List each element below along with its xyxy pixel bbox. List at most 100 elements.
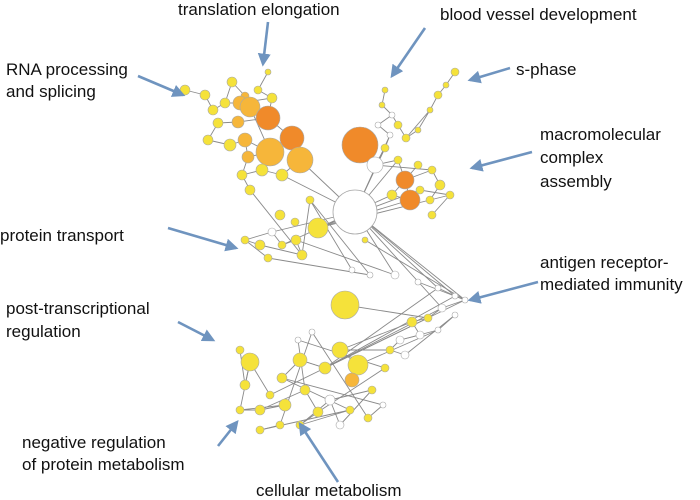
network-node [275,420,285,430]
network-node [401,133,411,143]
network-node [223,138,237,152]
network-node [380,143,390,153]
network-edge [324,307,443,369]
network-node [434,326,442,334]
network-node [274,209,286,221]
network-edge [281,377,384,406]
callout-arrow [390,27,427,79]
network-node [277,240,287,250]
network-node [239,96,261,118]
callout-arrows [137,21,539,483]
network-edge [301,199,311,256]
network-node [363,413,373,423]
network-node [330,290,360,320]
network-edge [357,329,439,366]
network-node [254,404,266,416]
network-edge [259,244,303,256]
network-node [385,345,395,355]
network-node [266,92,278,104]
network-node [264,68,272,76]
network-node [445,190,455,200]
network-node [395,170,415,190]
network-node [226,76,238,88]
network-node [415,330,425,340]
label-macromolecular-line2: complex [540,148,604,167]
network-edge [364,239,466,301]
label-blood-vessel-development: blood vessel development [440,5,637,24]
network-node [395,335,405,345]
callout-arrow [467,280,539,304]
label-antigen-line2: mediated immunity [540,275,683,294]
label-post-transcriptional-line2: regulation [6,322,81,341]
network-node [379,401,387,409]
network-node [378,101,386,109]
network-node [255,137,285,167]
network-edge [419,189,451,196]
callout-labels: translation elongation blood vessel deve… [0,0,683,500]
label-antigen-line1: antigen receptor- [540,253,669,272]
network-node [240,235,250,245]
network-node [348,266,356,274]
network-node [244,184,256,196]
network-node [212,117,224,129]
network-node [318,361,332,375]
callout-arrow [167,226,239,252]
network-edge [339,321,413,351]
network-node [237,132,253,148]
network-edge [329,389,373,401]
network-edge [239,349,246,386]
network-node [202,134,214,146]
network-node [324,394,336,406]
network-node [347,354,369,376]
network-node [255,105,281,131]
network-node [399,189,421,211]
callout-arrow [257,21,271,67]
network-node [434,179,446,191]
label-negative-regulation-line2: of protein metabolism [22,455,185,474]
network-node [451,292,459,300]
network-node [219,97,231,109]
network-edge [295,239,396,276]
network-node [386,189,398,201]
network-node [296,249,308,261]
network-node [290,234,302,246]
network-node [367,385,377,395]
network-node [413,160,423,170]
network-node [361,236,369,244]
network-node [414,278,422,286]
network-node [427,210,437,220]
network-node [380,363,390,373]
network-node [386,131,394,139]
network-node [433,90,443,100]
network-edge [311,331,369,419]
network-node [390,270,400,280]
network-node [236,169,248,181]
network-node [415,185,425,195]
network-edge [309,199,353,271]
network-node [263,253,273,263]
callout-arrow [469,150,533,172]
network-edge [405,109,431,139]
network-node [437,303,447,313]
network-node [255,163,269,177]
label-macromolecular-line3: assembly [540,172,612,191]
network-node [199,89,211,101]
network-node [366,271,374,279]
network-node [235,405,245,415]
label-negative-regulation-line1: negative regulation [22,433,166,452]
network-node [299,384,311,396]
network-node [400,350,410,360]
network-node [279,125,305,151]
network-edge [374,164,433,171]
network-node [335,420,345,430]
network-node [267,227,277,237]
callout-arrow [177,320,216,342]
network-edge [431,194,451,216]
network-node [240,352,260,372]
label-macromolecular-line1: macromolecular [540,125,661,144]
network-edge [244,239,269,259]
network-node [276,372,288,384]
label-rna-processing-line2: and splicing [6,82,96,101]
network-edge [281,377,351,411]
